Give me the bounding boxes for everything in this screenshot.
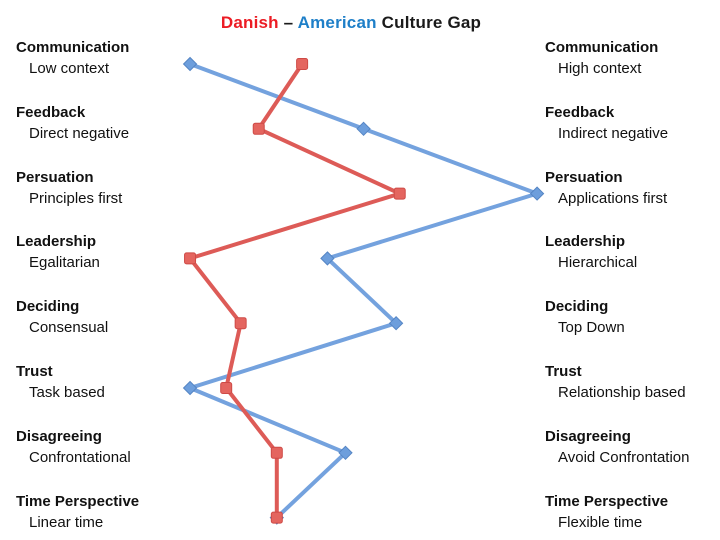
dimension-label-right-persuation: Persuation Applications first — [545, 167, 720, 209]
danish-marker-leadership — [184, 252, 197, 265]
dimension-name: Communication — [545, 39, 659, 56]
danish-marker-feedback — [252, 122, 265, 135]
dimension-name: Deciding — [16, 298, 80, 316]
pole-label: High context — [558, 60, 642, 77]
pole-label: Avoid Confrontation — [558, 448, 690, 466]
american-marker-trust — [182, 380, 198, 396]
danish-marker-time-perspective — [270, 511, 283, 524]
danish-marker-persuation — [393, 187, 406, 200]
dimension-label-right-disagreeing: Disagreeing Avoid Confrontation — [545, 426, 720, 468]
american-marker-persuation — [529, 186, 545, 201]
pole-label: Linear time — [29, 513, 104, 531]
american-marker-communication — [182, 56, 198, 72]
dimension-label-left-feedback: Feedback Direct negative — [16, 102, 191, 144]
dimension-label-left-persuation: Persuation Principles first — [16, 167, 191, 209]
dimension-label-right-trust: Trust Relationship based — [545, 361, 720, 403]
title-danish-segment: Danish — [220, 13, 279, 32]
danish-marker-disagreeing — [270, 446, 283, 459]
danish-marker-deciding — [234, 317, 247, 330]
dimension-label-left-leadership: Leadership Egalitarian — [16, 231, 191, 273]
dimension-name: Communication — [16, 39, 130, 56]
dimension-label-right-leadership: Leadership Hierarchical — [545, 231, 720, 273]
title-separator: – — [278, 13, 298, 32]
pole-label: Egalitarian — [29, 254, 100, 272]
pole-label: Task based — [29, 384, 105, 401]
dimension-name: Leadership — [545, 233, 626, 251]
american-marker-feedback — [356, 121, 371, 137]
danish-marker-trust — [220, 382, 233, 394]
dimension-name: Disagreeing — [545, 427, 631, 445]
title-rest-segment: Culture Gap — [376, 13, 482, 32]
dimension-label-left-time-perspective: Time Perspective Linear time — [16, 491, 191, 533]
dimension-label-left-communication: Communication Low context — [16, 37, 191, 79]
danish-series-line — [188, 62, 402, 520]
pole-label: Top Down — [558, 319, 625, 337]
american-series-line — [188, 62, 540, 520]
title-american-segment: American — [297, 13, 377, 32]
dimension-label-right-communication: Communication High context — [545, 37, 720, 79]
dimension-name: Trust — [16, 363, 53, 380]
dimension-name: Disagreeing — [16, 427, 102, 445]
danish-marker-communication — [296, 58, 309, 70]
dimension-name: Leadership — [16, 233, 97, 251]
pole-label: Confrontational — [29, 448, 131, 466]
dimension-label-left-disagreeing: Disagreeing Confrontational — [16, 426, 191, 468]
pole-label: Relationship based — [558, 384, 686, 401]
pole-label: Principles first — [29, 189, 123, 207]
american-marker-leadership — [320, 251, 335, 266]
dimension-name: Deciding — [545, 298, 609, 316]
dimension-name: Feedback — [16, 103, 86, 121]
american-marker-disagreeing — [338, 445, 353, 461]
dimension-name: Trust — [545, 363, 582, 380]
dimension-name: Persuation — [545, 168, 623, 186]
pole-label: Indirect negative — [558, 124, 669, 142]
dimension-label-left-deciding: Deciding Consensual — [16, 296, 191, 338]
dimension-label-right-time-perspective: Time Perspective Flexible time — [545, 491, 720, 533]
pole-label: Low context — [29, 60, 110, 77]
dimension-label-left-trust: Trust Task based — [16, 361, 191, 403]
american-marker-deciding — [388, 315, 404, 331]
dimension-label-right-feedback: Feedback Indirect negative — [545, 102, 720, 144]
page-title: Danish – American Culture Gap — [0, 13, 702, 33]
dimension-name: Time Perspective — [545, 492, 669, 510]
pole-label: Consensual — [29, 319, 109, 337]
dimension-name: Time Perspective — [16, 492, 140, 510]
dimension-name: Feedback — [545, 103, 615, 121]
pole-label: Applications first — [558, 189, 668, 207]
pole-label: Hierarchical — [558, 254, 638, 272]
pole-label: Direct negative — [29, 124, 130, 142]
pole-label: Flexible time — [558, 513, 643, 531]
dimension-label-right-deciding: Deciding Top Down — [545, 296, 720, 338]
dimension-name: Persuation — [16, 168, 94, 186]
